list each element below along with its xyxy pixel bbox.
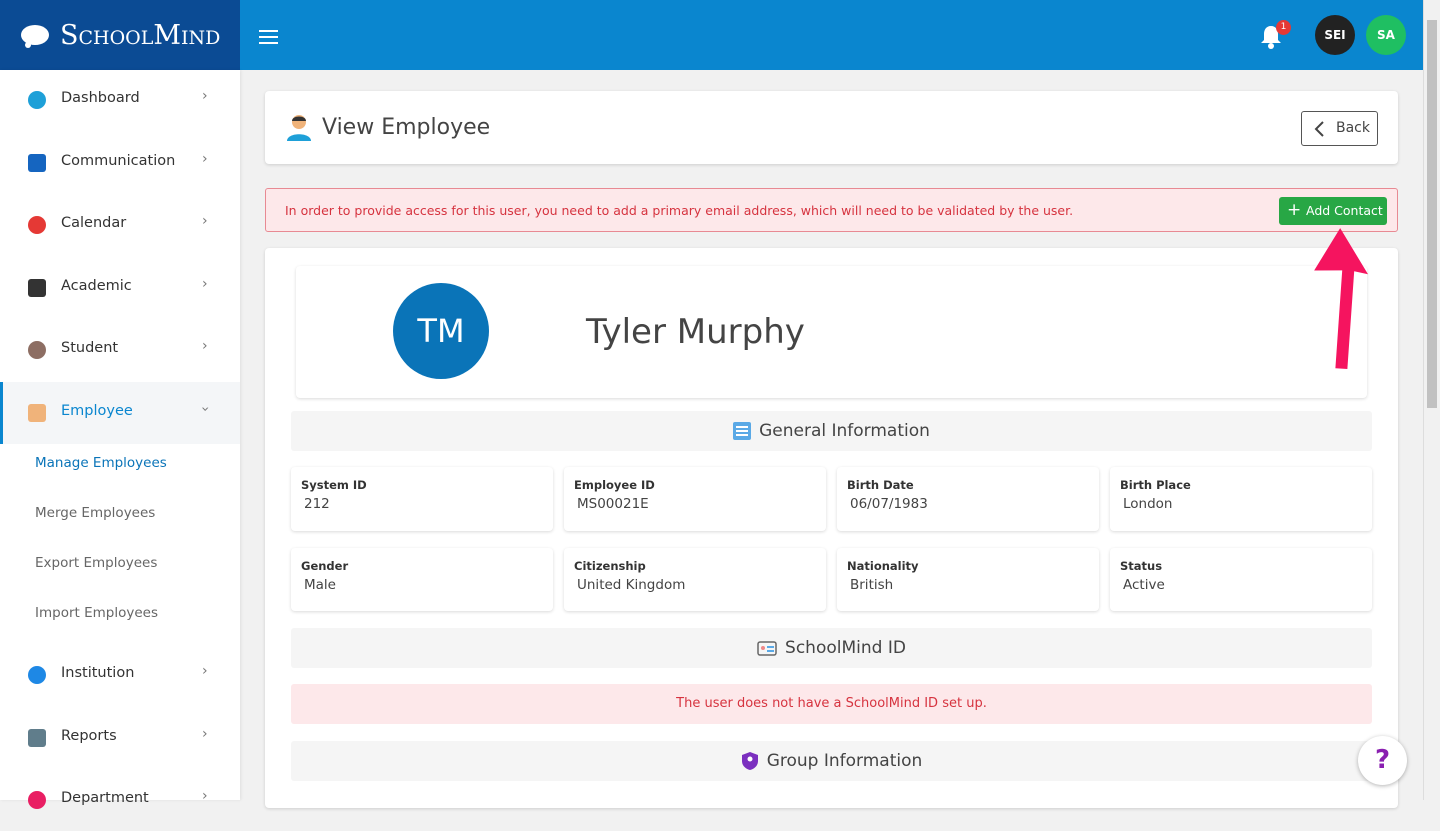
section-title: Group Information bbox=[766, 751, 923, 771]
field-value: British bbox=[850, 577, 894, 593]
info-field: Birth Place London bbox=[1110, 467, 1372, 531]
nav-label: Employee bbox=[61, 403, 133, 419]
field-label: Employee ID bbox=[574, 478, 655, 492]
info-field: System ID 212 bbox=[291, 467, 553, 531]
pointer-arrow bbox=[1314, 228, 1369, 370]
nav-icon bbox=[28, 341, 46, 359]
nav-label: Student bbox=[61, 340, 119, 356]
field-label: Citizenship bbox=[574, 559, 646, 573]
nav-icon bbox=[28, 91, 46, 109]
nav-chevron: › bbox=[202, 726, 208, 742]
nav-item[interactable]: Communication › bbox=[0, 132, 240, 194]
sidebar: Dashboard › Communication › Calendar › Academi… bbox=[0, 69, 240, 809]
info-field: Nationality British bbox=[837, 548, 1099, 611]
nav-chevron: › bbox=[202, 788, 208, 804]
nav-item[interactable]: Student › bbox=[0, 319, 240, 381]
section-title: SchoolMind ID bbox=[785, 638, 906, 658]
field-value: London bbox=[1123, 496, 1173, 512]
nav-chevron: › bbox=[202, 276, 208, 292]
top-bar: 1 SEI SA bbox=[240, 0, 1423, 70]
nav-label: Calendar bbox=[61, 215, 127, 231]
nav-item[interactable]: Institution › bbox=[0, 644, 240, 706]
scrollbar bbox=[1423, 0, 1440, 800]
field-value: United Kingdom bbox=[577, 577, 686, 593]
field-label: Gender bbox=[301, 559, 349, 573]
nav-icon bbox=[28, 729, 46, 747]
user-avatar[interactable]: SA bbox=[1366, 15, 1406, 55]
nav-chevron: › bbox=[202, 338, 208, 354]
nav-icon bbox=[28, 666, 46, 684]
field-label: Birth Date bbox=[847, 478, 914, 492]
nav-chevron: › bbox=[202, 88, 208, 104]
back-button[interactable]: Back bbox=[1301, 111, 1378, 146]
profile-avatar: TM bbox=[393, 283, 489, 379]
nav-icon bbox=[28, 154, 46, 172]
field-label: Status bbox=[1120, 559, 1163, 573]
info-field: Employee ID MS00021E bbox=[564, 467, 826, 531]
section-title: General Information bbox=[759, 421, 930, 441]
nav-item[interactable]: Reports › bbox=[0, 707, 240, 769]
section-header: General Information bbox=[291, 411, 1372, 451]
title-card: View Employee Back bbox=[265, 91, 1398, 164]
nav-icon bbox=[28, 404, 46, 422]
access-alert: In order to provide access for this user… bbox=[265, 188, 1398, 232]
nav-chevron: › bbox=[202, 151, 208, 167]
field-value: Male bbox=[304, 577, 336, 593]
field-value: Active bbox=[1123, 577, 1165, 593]
nav-label: Communication bbox=[61, 153, 176, 169]
nav-icon bbox=[28, 279, 46, 297]
info-field: Citizenship United Kingdom bbox=[564, 548, 826, 611]
profile-name: Tyler Murphy bbox=[586, 312, 805, 352]
submenu-item[interactable]: Import Employees bbox=[35, 605, 158, 621]
back-label: Back bbox=[1336, 120, 1370, 136]
nav-chevron: › bbox=[202, 663, 208, 679]
help-button[interactable]: ? bbox=[1358, 736, 1407, 785]
field-label: Nationality bbox=[847, 559, 919, 573]
submenu-item[interactable]: Export Employees bbox=[35, 555, 158, 571]
field-label: System ID bbox=[301, 478, 367, 492]
profile-card: TM Tyler Murphy General Information Scho… bbox=[265, 248, 1398, 808]
nav-item[interactable]: Dashboard › bbox=[0, 69, 240, 131]
field-label: Birth Place bbox=[1120, 478, 1191, 492]
field-value: MS00021E bbox=[577, 496, 649, 512]
section-header: Group Information bbox=[291, 741, 1372, 781]
menu-toggle[interactable] bbox=[259, 29, 279, 45]
main: View Employee Back In order to provide a… bbox=[265, 91, 1407, 808]
nav-icon bbox=[28, 216, 46, 234]
nav-item[interactable]: Calendar › bbox=[0, 194, 240, 256]
logo-text: SchoolMind bbox=[60, 20, 221, 51]
field-value: 06/07/1983 bbox=[850, 496, 928, 512]
add-contact-button[interactable]: + Add Contact bbox=[1279, 197, 1387, 225]
notification-badge: 1 bbox=[1276, 20, 1291, 35]
section-header: SchoolMind ID bbox=[291, 628, 1372, 668]
nav-item[interactable]: Academic › bbox=[0, 257, 240, 319]
title-icon bbox=[287, 115, 311, 141]
nav-item[interactable]: Employee › bbox=[0, 382, 240, 444]
info-field: Gender Male bbox=[291, 548, 553, 611]
nav-label: Institution bbox=[61, 665, 135, 681]
info-field: Birth Date 06/07/1983 bbox=[837, 467, 1099, 531]
schoolmind-id-alert: The user does not have a SchoolMind ID s… bbox=[291, 684, 1372, 724]
alert-message: In order to provide access for this user… bbox=[285, 203, 1074, 218]
submenu-item[interactable]: Merge Employees bbox=[35, 505, 156, 521]
page-title: View Employee bbox=[322, 115, 491, 140]
user-avatar[interactable]: SEI bbox=[1315, 15, 1355, 55]
info-field: Status Active bbox=[1110, 548, 1372, 611]
nav-label: Reports bbox=[61, 728, 117, 744]
page: SchoolMind 1 SEI SA Dashboard › Communicat… bbox=[0, 0, 1440, 809]
nav-label: Dashboard bbox=[61, 90, 140, 106]
add-contact-label: Add Contact bbox=[1306, 203, 1383, 218]
logo-icon bbox=[21, 25, 49, 48]
logo-area: SchoolMind bbox=[0, 0, 240, 70]
profile-header: TM Tyler Murphy bbox=[296, 266, 1367, 398]
nav-chevron: › bbox=[202, 213, 208, 229]
nav-label: Academic bbox=[61, 278, 132, 294]
field-value: 212 bbox=[304, 496, 330, 512]
submenu-item[interactable]: Manage Employees bbox=[35, 455, 167, 471]
